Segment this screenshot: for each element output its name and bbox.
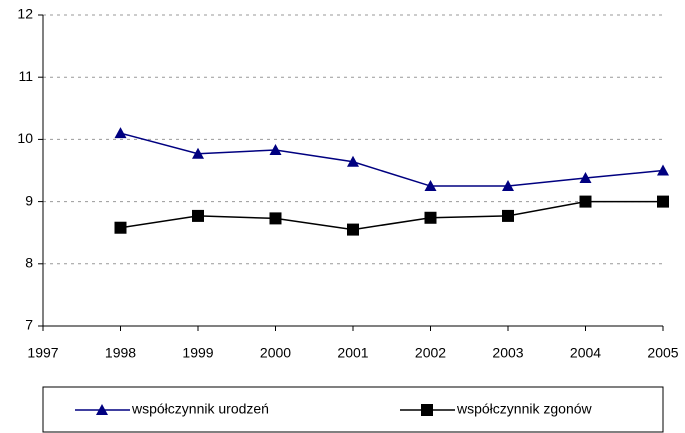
point xyxy=(269,212,282,225)
series-line xyxy=(120,200,663,231)
point xyxy=(502,180,514,192)
point xyxy=(347,155,359,167)
legend-label: współczynnik urodzeń xyxy=(131,401,269,417)
point xyxy=(579,171,592,183)
point xyxy=(192,147,204,159)
point xyxy=(502,209,514,222)
x-tick-label: 2001 xyxy=(337,345,368,361)
legend-marker xyxy=(421,404,433,416)
y-tick-label: 10 xyxy=(17,130,33,146)
point xyxy=(424,211,437,224)
x-tick-label: 1998 xyxy=(105,345,136,361)
point xyxy=(579,195,592,208)
y-tick-label: 9 xyxy=(25,192,33,208)
y-tick-label: 8 xyxy=(25,255,33,271)
point xyxy=(269,143,282,155)
legend-marker xyxy=(96,404,108,415)
point xyxy=(657,195,669,208)
legend-box xyxy=(42,386,664,433)
y-tick-label: 11 xyxy=(18,68,33,84)
point xyxy=(424,180,437,192)
x-tick-label: 2005 xyxy=(647,345,678,361)
x-tick-label: 1999 xyxy=(182,345,213,361)
series-line xyxy=(120,132,664,187)
x-tick-label: 2004 xyxy=(570,345,601,361)
y-tick-label: 12 xyxy=(17,6,33,22)
x-tick-label: 1997 xyxy=(27,345,58,361)
legend-label: współczynnik zgonów xyxy=(456,401,593,417)
x-tick-label: 2003 xyxy=(492,345,523,361)
point xyxy=(347,223,359,236)
point xyxy=(657,164,669,176)
x-tick-label: 2000 xyxy=(260,345,291,361)
point xyxy=(114,127,127,139)
y-tick-label: 7 xyxy=(25,317,33,333)
x-tick-label: 2002 xyxy=(415,345,446,361)
point xyxy=(192,209,204,222)
point xyxy=(114,221,127,234)
